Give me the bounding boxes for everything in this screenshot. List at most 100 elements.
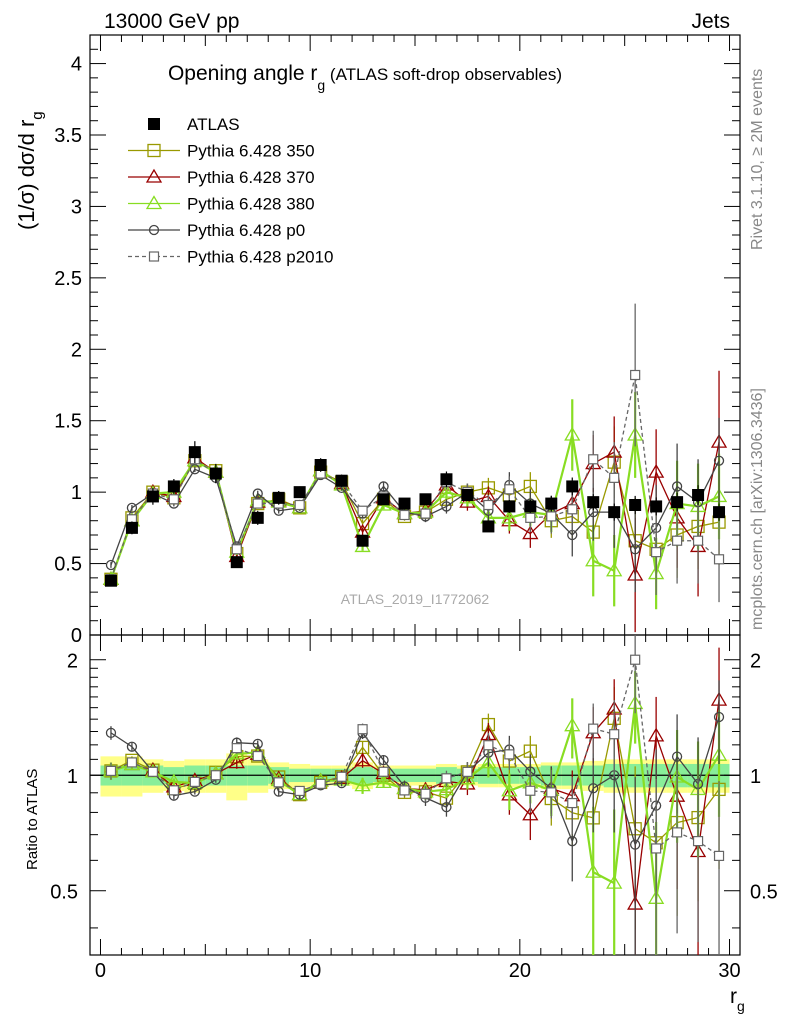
legend-label: Pythia 6.428 370 [187, 168, 315, 187]
ratio-point [606, 874, 623, 889]
data-point [503, 500, 516, 513]
series-point [567, 504, 578, 515]
legend-marker [147, 143, 161, 158]
series-point [168, 494, 179, 505]
data-point [251, 511, 264, 524]
data-point [398, 497, 411, 510]
y-tick-label: 3 [71, 196, 82, 218]
ratio-point [126, 741, 138, 752]
x-axis-title: rg [730, 985, 745, 1014]
data-point [314, 459, 327, 471]
data-point [356, 534, 369, 547]
main-y-axis: 0 0.5 1 1.5 2 2.5 3 3.5 4 [54, 48, 740, 647]
series-point [378, 481, 389, 492]
series-point [671, 481, 683, 492]
series-point [399, 509, 410, 521]
data-point [167, 480, 180, 493]
data-point [272, 491, 285, 504]
data-point [566, 480, 579, 493]
ratio-panel: 0.5 0.5 1 1 2 2 Ratio to ATLAS [24, 634, 778, 956]
data-point [125, 521, 138, 534]
series-point [501, 509, 518, 524]
y-tick-label: 3.5 [54, 125, 82, 147]
process-label: Jets [691, 10, 730, 33]
series-point [231, 544, 242, 555]
y-tick-label: 0.5 [54, 554, 82, 576]
series-point [483, 499, 494, 511]
rivet-version-label: Rivet 3.1.10, ≥ 2M events [749, 69, 766, 250]
series-point [252, 498, 263, 509]
series-point [609, 472, 620, 483]
y-tick-label: 1 [71, 482, 82, 504]
y-tick-label: 2.5 [54, 268, 82, 290]
ratio-point [585, 863, 602, 878]
plot-title-suffix: (ATLAS soft-drop observables) [325, 65, 562, 84]
ratio-point [525, 785, 536, 796]
data-point [629, 499, 642, 511]
data-point [419, 493, 432, 506]
series-point [525, 512, 536, 523]
ratio-point [483, 740, 494, 751]
data-point [188, 446, 201, 459]
data-point [524, 500, 537, 513]
x-axis-title-subscript: g [737, 998, 745, 1014]
data-point [209, 467, 222, 480]
legend-label: Pythia 6.428 p2010 [187, 248, 334, 267]
ratio-point [441, 802, 452, 813]
ratio-point [713, 711, 725, 723]
series-point [438, 483, 455, 498]
plot-title-main: Opening angle r [168, 62, 317, 85]
ratio-point [168, 785, 179, 796]
series-point [713, 455, 725, 466]
data-point [587, 496, 600, 509]
series-point [189, 464, 200, 475]
ratio-tick-label-right: 1 [750, 766, 761, 788]
ratio-y-axis: 0.5 0.5 1 1 2 2 [50, 651, 778, 929]
ratio-point [692, 836, 704, 847]
ratio-point [189, 786, 200, 797]
ratio-point [336, 771, 347, 782]
data-point [377, 493, 390, 506]
y-tick-label: 2 [71, 339, 82, 361]
legend-entry: ATLAS [148, 115, 240, 134]
legend-entry: Pythia 6.428 p0 [128, 221, 305, 240]
ratio-point [567, 836, 578, 847]
legend-entry: Pythia 6.428 380 [128, 195, 315, 214]
ratio-point [630, 839, 641, 850]
y-tick-label: 0 [71, 625, 82, 647]
ratio-point [647, 727, 665, 742]
ratio-point [315, 778, 326, 789]
series-point [357, 505, 368, 516]
ratio-point [354, 752, 371, 767]
x-axis-title-main: r [730, 985, 737, 1008]
legend-marker [148, 224, 160, 236]
series-point [630, 544, 641, 555]
analysis-id-label: ATLAS_2019_I1772062 [341, 591, 490, 607]
ratio-point [126, 757, 138, 768]
x-tick-label: 0 [95, 960, 106, 982]
ratio-point [105, 765, 117, 777]
ratio-point [588, 723, 599, 734]
ratio-point [480, 754, 497, 769]
ratio-point [189, 776, 200, 787]
y-axis-title-main: (1/σ) dσ/d r [14, 120, 39, 230]
ratio-point [228, 754, 245, 769]
ratio-series-4 [105, 635, 725, 955]
data-point [608, 506, 621, 519]
ratio-tick-label-right: 0.5 [750, 882, 778, 904]
x-axis: 0 10 20 30 [95, 35, 741, 982]
data-point [146, 490, 159, 503]
ratio-tick-label: 0.5 [50, 882, 78, 904]
x-tick-label: 10 [299, 960, 321, 982]
ratio-y-axis-title: Ratio to ATLAS [24, 769, 41, 870]
legend-marker [148, 251, 160, 262]
data-point [461, 489, 474, 501]
ratio-point [588, 783, 599, 794]
legend: ATLAS Pythia 6.428 350 Pythia 6.428 370 Pyt… [128, 115, 334, 267]
legend-marker [148, 118, 160, 130]
series-point [564, 426, 581, 441]
data-point [650, 500, 663, 513]
ratio-tick-label: 2 [67, 651, 78, 673]
series-point [522, 525, 539, 540]
